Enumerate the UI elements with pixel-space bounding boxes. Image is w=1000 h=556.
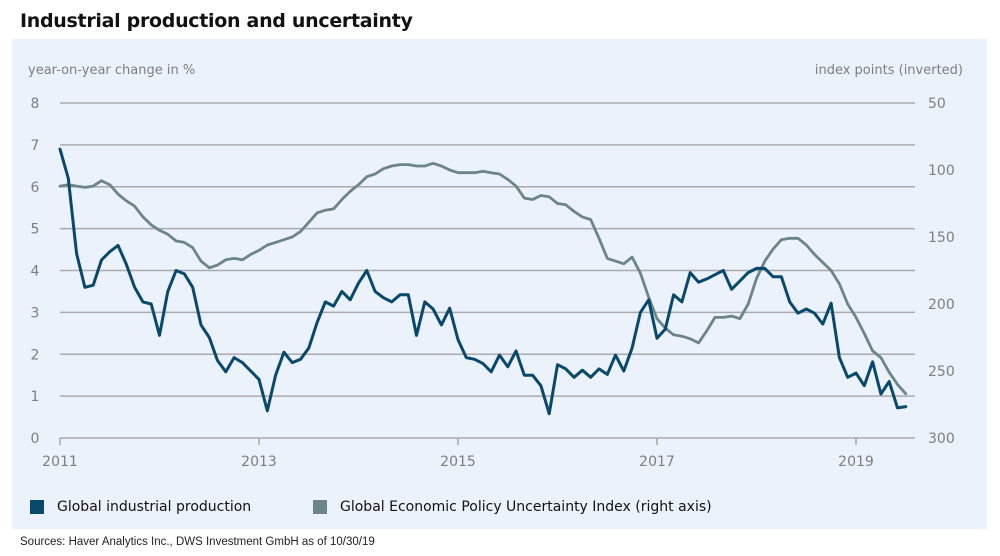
x-tick-label: 2011 (42, 454, 78, 470)
right-axis-label: index points (inverted) (815, 63, 963, 78)
y-tick-label: 4 (31, 264, 40, 280)
legend-label-ip: Global industrial production (57, 499, 252, 515)
y-tick-label: 8 (31, 96, 40, 112)
legend-item-epu: Global Economic Policy Uncertainty Index… (313, 499, 712, 515)
chart-panel (12, 39, 987, 529)
y-tick-label: 6 (31, 180, 40, 196)
axis-ticks: 0 1 2 3 4 5 6 7 8 50 100 150 200 250 300 2011 2013 2015 20… (31, 96, 955, 470)
series-lines (58, 147, 908, 416)
legend-swatch-ip (30, 500, 44, 514)
y-tick-label: 5 (31, 222, 40, 238)
y2-tick-label: 200 (928, 297, 955, 313)
legend-swatch-epu (313, 500, 327, 514)
legend-label-epu: Global Economic Policy Uncertainty Index… (340, 499, 712, 515)
y-tick-label: 0 (31, 431, 40, 447)
x-tick-label: 2017 (639, 454, 675, 470)
x-tick-label: 2015 (440, 454, 476, 470)
y-tick-label: 7 (31, 138, 40, 154)
y2-tick-label: 250 (928, 364, 955, 380)
series-line-industrial-production (58, 147, 908, 416)
gridlines (60, 102, 915, 439)
chart-title: Industrial production and uncertainty (20, 10, 413, 32)
left-axis-label: year-on-year change in % (28, 63, 195, 78)
y2-tick-label: 50 (928, 96, 946, 112)
y2-tick-label: 150 (928, 230, 955, 246)
x-tick-label: 2013 (241, 454, 277, 470)
legend-item-ip: Global industrial production (30, 499, 251, 515)
x-tick-label: 2019 (838, 454, 874, 470)
y-tick-label: 2 (31, 347, 40, 363)
source-note: Sources: Haver Analytics Inc., DWS Inves… (20, 536, 375, 548)
y-tick-label: 3 (31, 305, 40, 321)
y2-tick-label: 300 (928, 431, 955, 447)
y2-tick-label: 100 (928, 163, 955, 179)
series-line-uncertainty-index (58, 161, 908, 396)
y-tick-label: 1 (31, 389, 40, 405)
